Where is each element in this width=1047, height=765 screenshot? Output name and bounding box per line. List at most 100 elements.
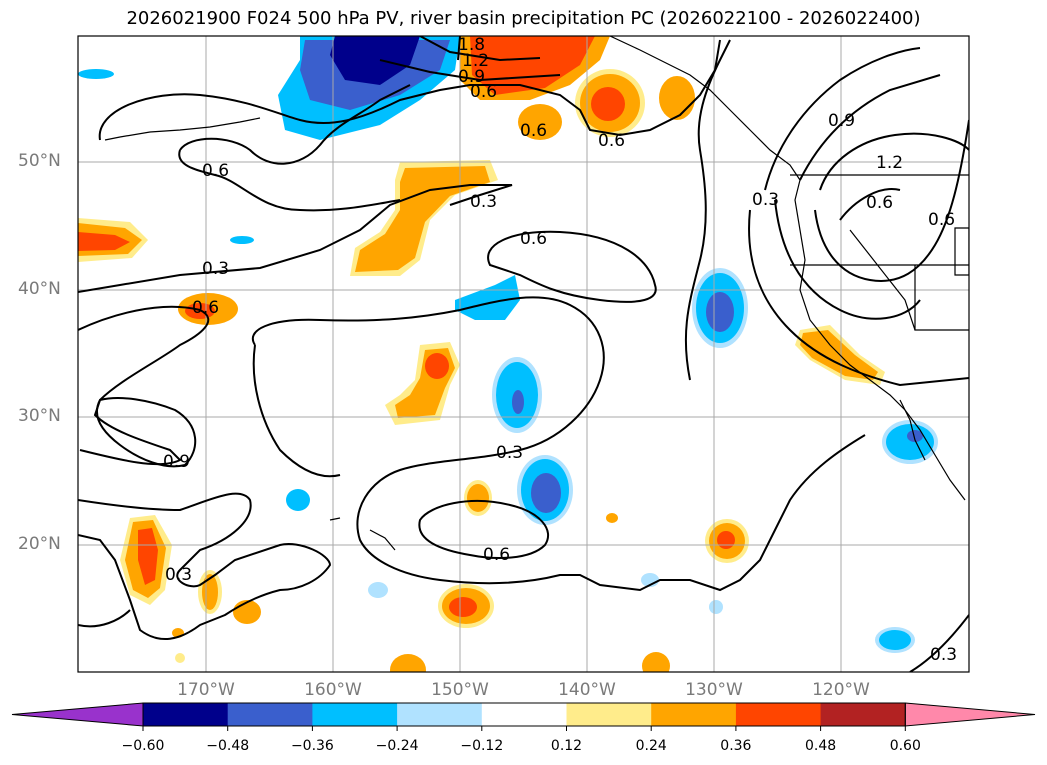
pv-contour-line bbox=[839, 188, 901, 221]
pv-contour-line bbox=[457, 36, 461, 61]
contour-label: 0.3 bbox=[165, 565, 192, 585]
map-title: 2026021900 F024 500 hPa PV, river basin … bbox=[126, 8, 921, 29]
negative-anomaly bbox=[368, 582, 388, 598]
positive-anomaly bbox=[642, 652, 670, 672]
pv-contour-line bbox=[764, 47, 921, 191]
negative-anomaly bbox=[286, 489, 310, 511]
negative-anomaly bbox=[78, 69, 114, 79]
colorbar-tick-label: −0.24 bbox=[375, 738, 419, 754]
pv-contour-line bbox=[814, 119, 969, 282]
pv-contour-line bbox=[98, 39, 721, 141]
island bbox=[369, 529, 396, 551]
state-border bbox=[954, 227, 969, 276]
pv-contour-line bbox=[487, 230, 657, 303]
positive-anomaly bbox=[800, 330, 878, 380]
contour-label: 0.6 bbox=[192, 298, 219, 318]
negative-anomaly bbox=[879, 630, 911, 650]
colorbar-tick-label: −0.48 bbox=[206, 738, 250, 754]
lon-label-130w: 130°W bbox=[685, 680, 743, 700]
contour-label: 0.3 bbox=[202, 259, 229, 279]
colorbar-tick-label: 0.24 bbox=[635, 738, 667, 754]
pv-contour-line bbox=[418, 499, 550, 559]
pv-contour-line bbox=[78, 492, 332, 641]
positive-anomaly bbox=[591, 87, 625, 121]
pv-contour-line bbox=[799, 74, 941, 181]
colorbar-extend-max bbox=[904, 702, 1036, 727]
positive-anomaly bbox=[425, 353, 449, 379]
contour-label: 1.2 bbox=[462, 51, 489, 71]
colorbar-segment bbox=[312, 703, 398, 726]
positive-anomaly bbox=[175, 653, 185, 663]
negative-anomaly bbox=[907, 430, 923, 442]
contour-labels: 1.8 1.2 0.9 0.6 0.6 0.6 0.6 0.9 1.2 0.3 … bbox=[163, 35, 957, 665]
contour-label: 0.3 bbox=[496, 443, 523, 463]
positive-anomaly bbox=[233, 600, 261, 624]
pv-contours bbox=[78, 36, 969, 672]
contour-label: 1.2 bbox=[876, 153, 903, 173]
coastline bbox=[104, 117, 261, 141]
positive-anomaly bbox=[467, 484, 489, 512]
contour-label: 0.3 bbox=[752, 190, 779, 210]
colorbar-segment bbox=[227, 703, 313, 726]
lon-label-150w: 150°W bbox=[431, 680, 489, 700]
graticule bbox=[78, 36, 969, 672]
colorbar-frame bbox=[142, 702, 906, 727]
pv-contour-line bbox=[95, 397, 197, 468]
contour-label: 0.3 bbox=[930, 645, 957, 665]
pv-contour-line bbox=[78, 609, 131, 628]
lat-label-20n: 20°N bbox=[18, 534, 61, 554]
lat-label-50n: 50°N bbox=[18, 151, 61, 171]
positive-anomaly bbox=[449, 597, 477, 617]
contour-label: 1.8 bbox=[458, 35, 485, 55]
contour-label: 0.6 bbox=[483, 545, 510, 565]
colorbar-tick-label: 0.36 bbox=[720, 738, 752, 754]
negative-anomaly bbox=[531, 473, 561, 513]
colorbar bbox=[11, 702, 1036, 731]
coastline bbox=[899, 399, 926, 461]
coastlines bbox=[104, 36, 969, 551]
colorbar-segment bbox=[143, 703, 229, 726]
contour-label: 0.6 bbox=[202, 161, 229, 181]
contour-label: 0.6 bbox=[520, 229, 547, 249]
pv-contour-line bbox=[78, 184, 513, 293]
contour-label: 0.6 bbox=[928, 210, 955, 230]
colorbar-tick-label: 0.12 bbox=[550, 738, 583, 754]
colorbar-segment bbox=[397, 703, 483, 726]
lat-label-40n: 40°N bbox=[18, 279, 61, 299]
pv-contour-line bbox=[252, 344, 341, 478]
colorbar-segment bbox=[651, 703, 737, 726]
positive-anomaly bbox=[470, 36, 595, 95]
pv-contour-line bbox=[379, 59, 561, 82]
contour-label: 0.9 bbox=[458, 67, 485, 87]
colorbar-tick-label: −0.36 bbox=[290, 738, 334, 754]
pv-contour-line bbox=[748, 209, 969, 387]
coastline bbox=[609, 36, 966, 501]
positive-anomaly bbox=[606, 513, 618, 523]
positive-anomaly bbox=[138, 528, 158, 585]
positive-anomaly bbox=[390, 654, 426, 672]
negative-anomaly bbox=[706, 292, 734, 332]
negative-anomaly bbox=[330, 36, 420, 85]
pv-contour-line bbox=[819, 132, 969, 191]
colorbar-tick-label: 0.48 bbox=[805, 738, 837, 754]
colorbar-segment bbox=[735, 703, 822, 726]
contour-label: 0.6 bbox=[598, 131, 625, 151]
contour-label: 0.6 bbox=[520, 121, 547, 141]
colorbar-tick-label: −0.60 bbox=[121, 738, 165, 754]
map-border bbox=[77, 35, 970, 673]
negative-anomaly bbox=[455, 275, 520, 320]
island bbox=[329, 517, 341, 521]
colorbar-tick-label: 0.60 bbox=[889, 738, 921, 754]
pv-contour-line bbox=[909, 614, 969, 672]
lon-label-120w: 120°W bbox=[812, 680, 870, 700]
colorbar-segment bbox=[566, 703, 652, 726]
pv-contour-line bbox=[774, 199, 921, 320]
colorbar-segment bbox=[820, 703, 906, 726]
pv-contour-line bbox=[252, 296, 866, 592]
pv-contour-line bbox=[419, 36, 541, 62]
lon-label-140w: 140°W bbox=[558, 680, 616, 700]
lon-label-170w: 170°W bbox=[177, 680, 235, 700]
colorbar-segment bbox=[481, 703, 567, 726]
colorbar-extend-min bbox=[11, 702, 144, 727]
